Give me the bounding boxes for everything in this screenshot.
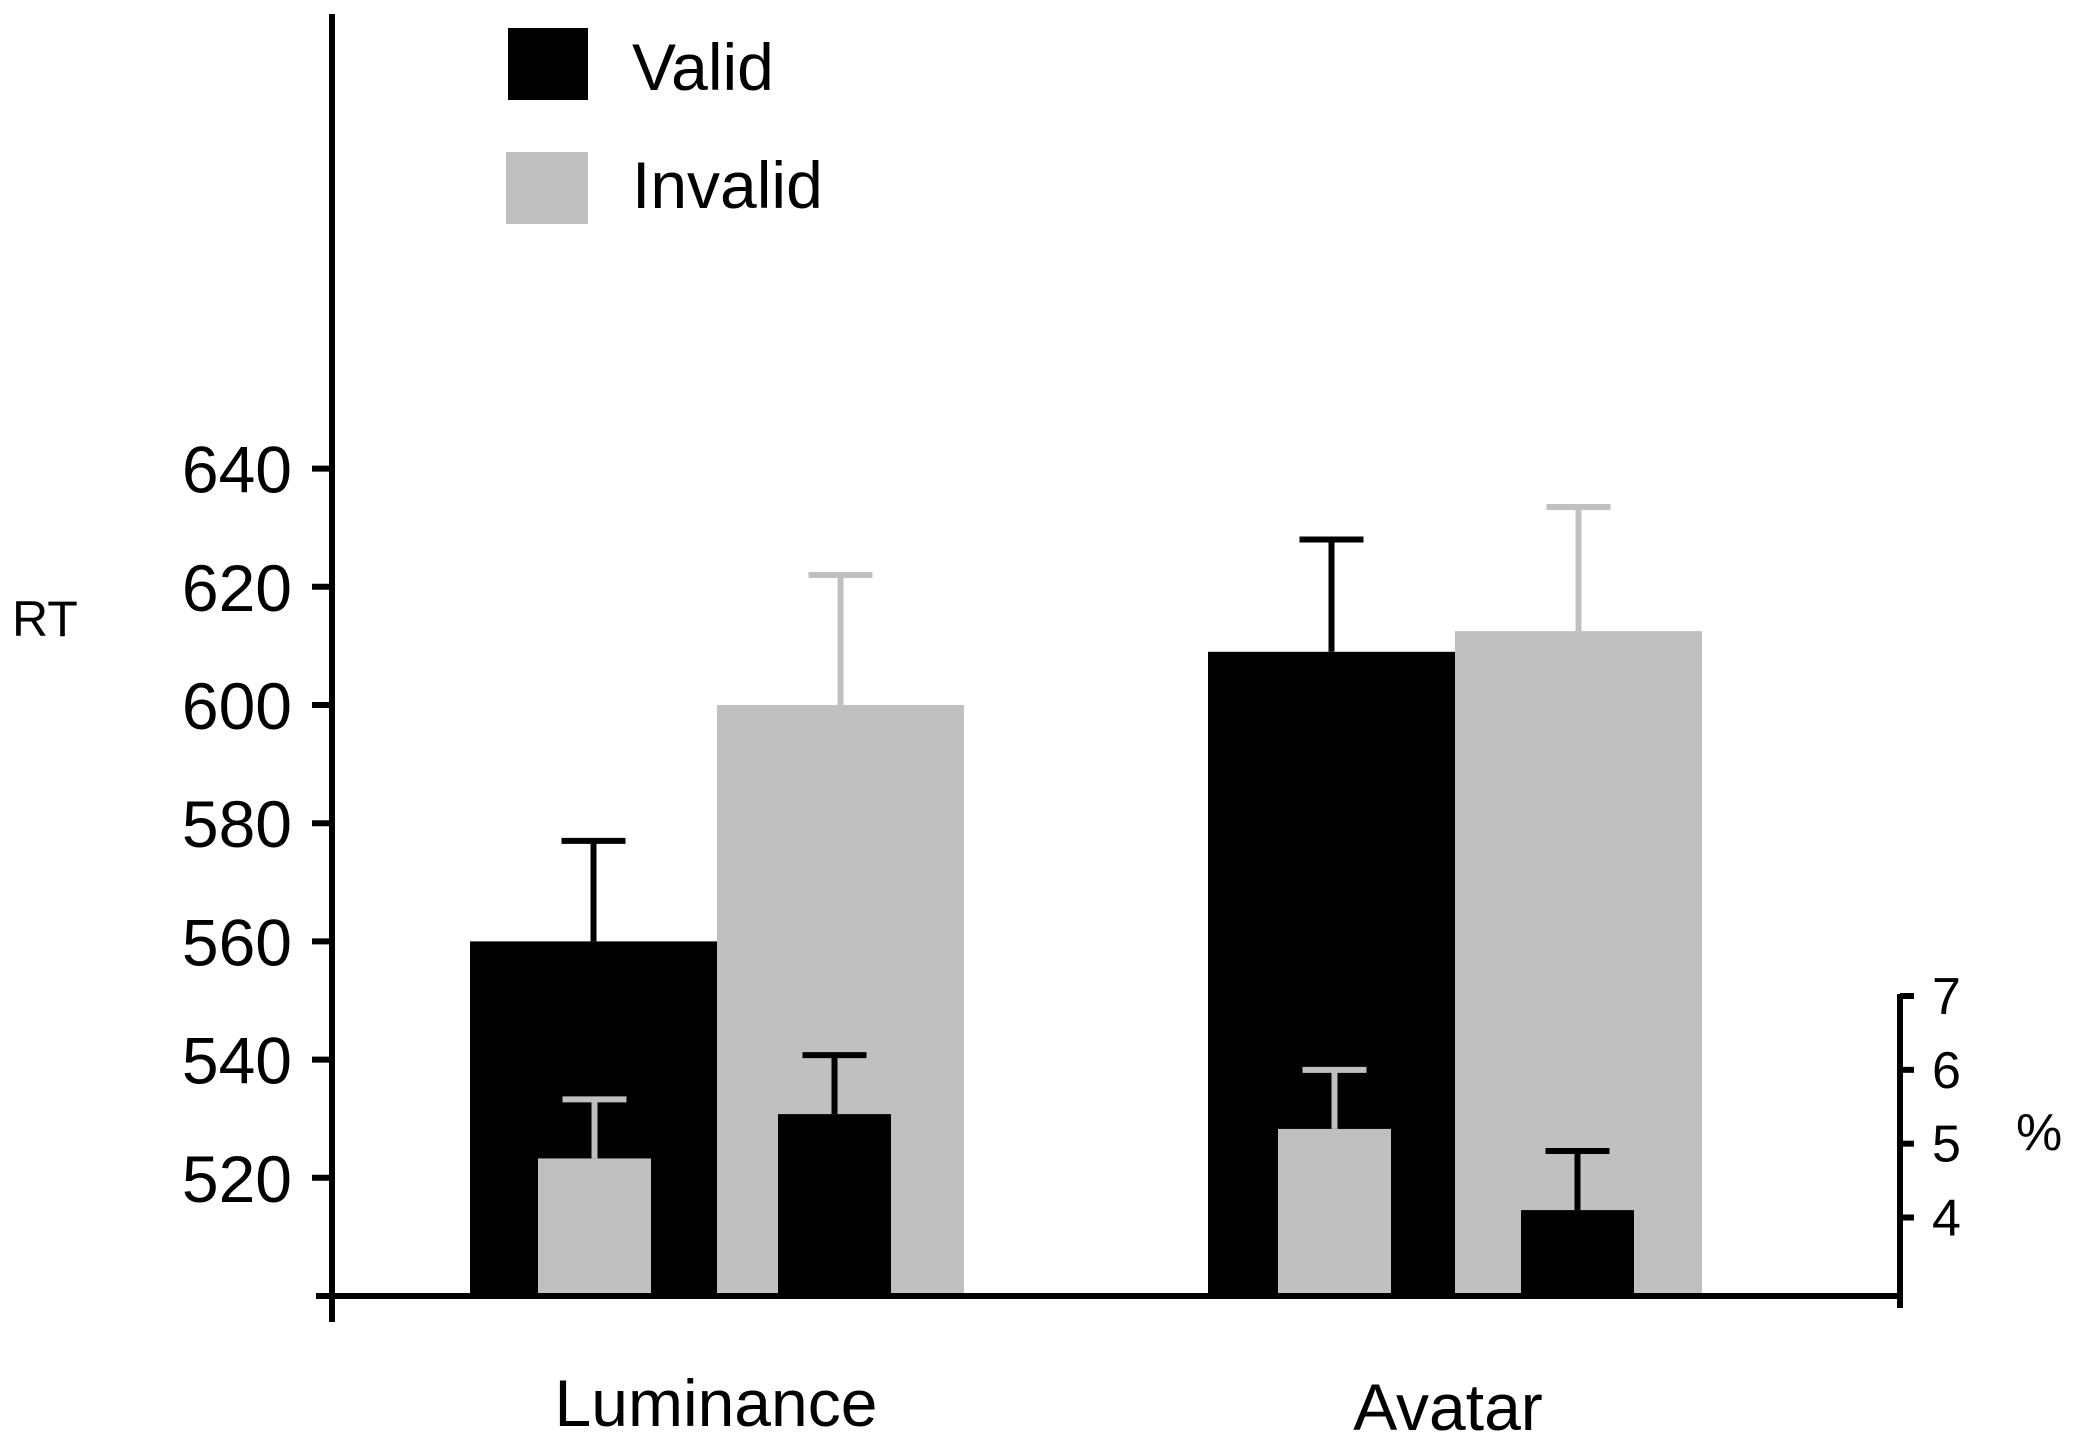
category-label-luminance: Luminance [555, 1366, 878, 1440]
legend-swatch-valid [508, 28, 588, 100]
ticks: 520 540 560 580 600 620 640 4 5 6 7 [182, 433, 1961, 1248]
rt-tick-label-620: 620 [182, 551, 292, 625]
pct-tick-label-5: 5 [1932, 1116, 1961, 1174]
pct-bar-valid-luminance [538, 1158, 651, 1296]
pct-bar-invalid-avatar [1521, 1210, 1634, 1296]
rt-tick-label-640: 640 [182, 433, 292, 507]
rt-bars [470, 504, 1702, 1296]
pct-bar-valid-avatar [1278, 1128, 1391, 1296]
pct-tick-label-7: 7 [1932, 968, 1961, 1026]
axes [316, 14, 1903, 1322]
pct-tick-label-4: 4 [1932, 1190, 1961, 1248]
legend-label-valid: Valid [632, 30, 774, 104]
legend-label-invalid: Invalid [632, 148, 823, 222]
pct-bar-invalid-luminance [778, 1114, 891, 1296]
legend-swatch-invalid [506, 152, 588, 224]
category-label-avatar: Avatar [1353, 1370, 1543, 1444]
rt-tick-label-600: 600 [182, 669, 292, 743]
rt-tick-label-560: 560 [182, 905, 292, 979]
rt-tick-label-540: 540 [182, 1024, 292, 1098]
y-axis-label-rt: RT [12, 591, 78, 647]
rt-tick-label-580: 580 [182, 787, 292, 861]
rt-tick-label-520: 520 [182, 1142, 292, 1216]
pct-tick-label-6: 6 [1932, 1042, 1961, 1100]
error-rate-bars [538, 1052, 1634, 1296]
legend: Valid Invalid [506, 28, 823, 224]
y-axis-label-percent: % [2016, 1104, 2062, 1162]
